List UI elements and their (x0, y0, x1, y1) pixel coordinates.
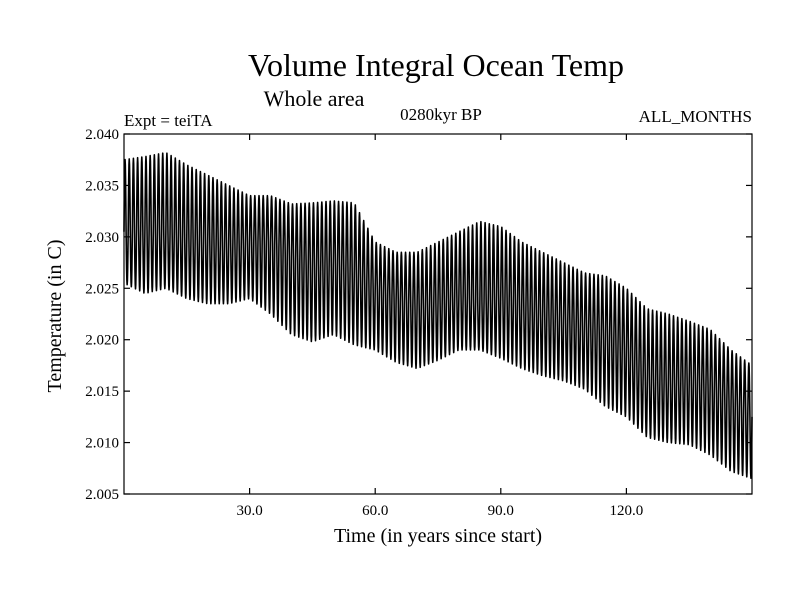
y-tick-label: 2.035 (85, 178, 119, 194)
y-tick-label: 2.025 (85, 281, 119, 297)
y-tick-label: 2.030 (85, 230, 119, 246)
x-tick-label: 30.0 (236, 503, 262, 519)
ticks-layer: 30.0 60.0 90.0 120.0 2.005 2.010 2.015 2.020 2.0… (85, 127, 752, 519)
series-line (123, 152, 753, 480)
months-label: ALL_MONTHS (639, 107, 752, 126)
x-tick-label: 60.0 (362, 503, 388, 519)
chart-title: Volume Integral Ocean Temp (248, 47, 624, 83)
series-layer (123, 152, 753, 480)
chart-subtitle: Whole area (264, 86, 365, 111)
y-tick-label: 2.015 (85, 384, 119, 400)
y-tick-label: 2.040 (85, 127, 119, 143)
y-tick-label: 2.005 (85, 487, 119, 503)
x-tick-label: 120.0 (610, 503, 644, 519)
y-tick-label: 2.020 (85, 333, 119, 349)
y-tick-label: 2.010 (85, 436, 119, 452)
x-tick-label: 90.0 (488, 503, 514, 519)
plot-frame (123, 133, 753, 495)
y-axis-label: Temperature (in C) (44, 240, 66, 393)
experiment-label: Expt = teiTA (124, 111, 213, 130)
x-axis-label: Time (in years since start) (334, 525, 542, 547)
period-label: 0280kyr BP (400, 105, 482, 124)
